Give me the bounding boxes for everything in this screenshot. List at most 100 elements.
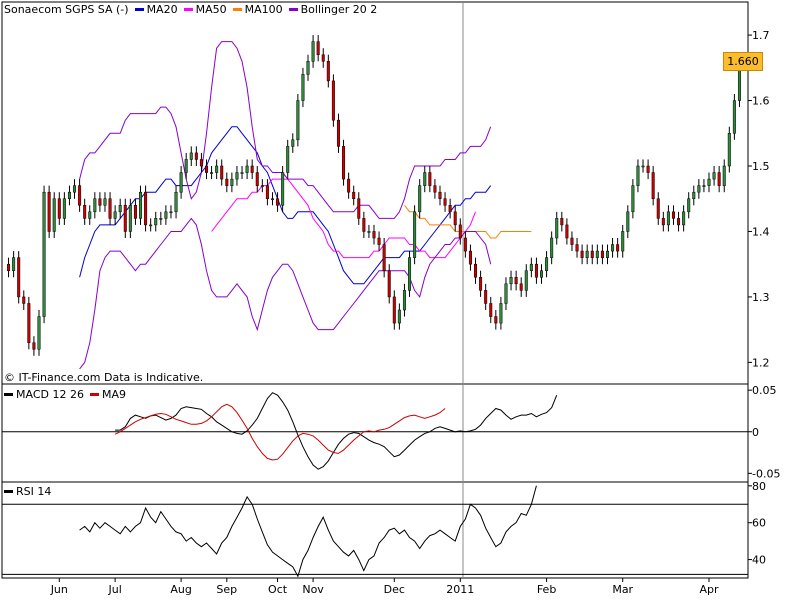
legend-swatch: [89, 393, 99, 396]
candle-body: [377, 237, 381, 245]
candle-body: [697, 185, 701, 193]
candle-body: [311, 41, 315, 62]
candle-body: [47, 191, 51, 232]
y-tick-label: 1.5: [752, 160, 770, 173]
legend-label: Sonaecom SGPS SA (-): [4, 3, 129, 16]
y-tick-label: 1.7: [752, 29, 770, 42]
candle-body: [468, 250, 472, 265]
candle-body: [631, 185, 635, 213]
candle-body: [580, 250, 584, 258]
candle-body: [382, 244, 386, 271]
source-note: © IT-Finance.com Data is Indicative.: [4, 371, 204, 384]
candle-body: [514, 277, 518, 285]
candle-body: [326, 61, 330, 82]
candle-body: [585, 250, 589, 258]
candle-body: [636, 165, 640, 186]
x-tick-label: Aug: [170, 583, 191, 596]
candle-body: [199, 159, 203, 167]
candle-body: [342, 146, 346, 180]
candle-body: [98, 198, 102, 206]
candle-body: [133, 205, 137, 219]
candle-body: [372, 231, 376, 239]
legend-item: MACD 12 26: [4, 388, 84, 401]
legend-label: MA100: [244, 3, 283, 16]
x-tick-label: Oct: [268, 583, 288, 596]
candle-body: [93, 198, 97, 213]
candle-body: [626, 211, 630, 232]
candle-body: [27, 303, 31, 343]
candle-body: [616, 244, 620, 252]
candle-body: [230, 178, 234, 186]
legend-item: Sonaecom SGPS SA (-): [4, 3, 129, 16]
candle-body: [367, 231, 371, 233]
candle-body: [189, 152, 193, 160]
series-line-rsi: [79, 485, 537, 578]
candle-body: [707, 178, 711, 186]
candle-body: [281, 172, 285, 206]
candle-body: [194, 152, 198, 160]
chart-border: [1, 1, 749, 579]
candle-body: [260, 185, 264, 187]
x-tick-label: Dec: [384, 583, 405, 596]
last-price-badge: 1.660: [723, 52, 763, 71]
candle-body: [509, 277, 513, 285]
y-tick-label: 0.05: [752, 384, 777, 397]
candle-body: [474, 263, 478, 278]
x-tick-label: Nov: [302, 583, 324, 596]
candle-body: [144, 191, 148, 226]
candle-body: [671, 211, 675, 219]
series-line-ma100: [404, 204, 532, 239]
candle-body: [433, 185, 437, 193]
candle-body: [113, 211, 117, 219]
candle-body: [67, 191, 71, 199]
legend-item: Bollinger 20 2: [288, 3, 377, 16]
candle-body: [240, 172, 244, 174]
candle-body: [565, 224, 569, 239]
candle-body: [677, 218, 681, 226]
y-tick-label: -0.05: [752, 467, 780, 480]
candle-body: [651, 172, 655, 199]
legend-item: MA50: [183, 3, 227, 16]
candle-body: [265, 185, 269, 199]
candle-body: [179, 172, 183, 193]
candle-body: [42, 191, 46, 317]
candle-body: [220, 165, 224, 180]
candle-body: [408, 257, 412, 291]
legend-label: MA20: [146, 3, 178, 16]
candle-body: [463, 237, 467, 252]
candle-body: [108, 198, 112, 219]
legend-item: RSI 14: [4, 485, 51, 498]
candle-body: [550, 237, 554, 258]
x-axis: Jun Jul Aug Sep Oct Nov Dec 2011 Feb Mar Apr: [50, 578, 719, 596]
x-tick-label: Sep: [216, 583, 237, 596]
candle-body: [545, 257, 549, 271]
candle-body: [560, 218, 564, 226]
candle-body: [692, 191, 696, 199]
candle-body: [504, 283, 508, 304]
series-line-macd-signal: [114, 403, 446, 461]
candle-body: [270, 198, 274, 200]
y-tick-label: 1.2: [752, 356, 770, 369]
candle-body: [83, 205, 87, 219]
candle-body: [103, 198, 107, 206]
candle-body: [301, 74, 305, 101]
candle-body: [316, 41, 320, 55]
candle-body: [169, 211, 173, 214]
candle-body: [413, 211, 417, 258]
candle-body: [362, 218, 366, 232]
candle-body: [204, 165, 208, 173]
x-tick-label: Apr: [699, 583, 719, 596]
y-tick-label: 40: [752, 554, 766, 567]
candle-body: [519, 283, 523, 291]
candle-body: [423, 172, 427, 186]
x-tick-label: Jun: [50, 583, 68, 596]
candle-body: [570, 237, 574, 245]
legend-item: MA9: [89, 388, 126, 401]
candle-body: [448, 205, 452, 213]
candle-body: [428, 172, 432, 186]
candle-body: [484, 290, 488, 304]
candle-body: [418, 185, 422, 213]
candle-body: [52, 198, 56, 232]
candle-body: [245, 165, 249, 173]
candle-body: [656, 198, 660, 219]
